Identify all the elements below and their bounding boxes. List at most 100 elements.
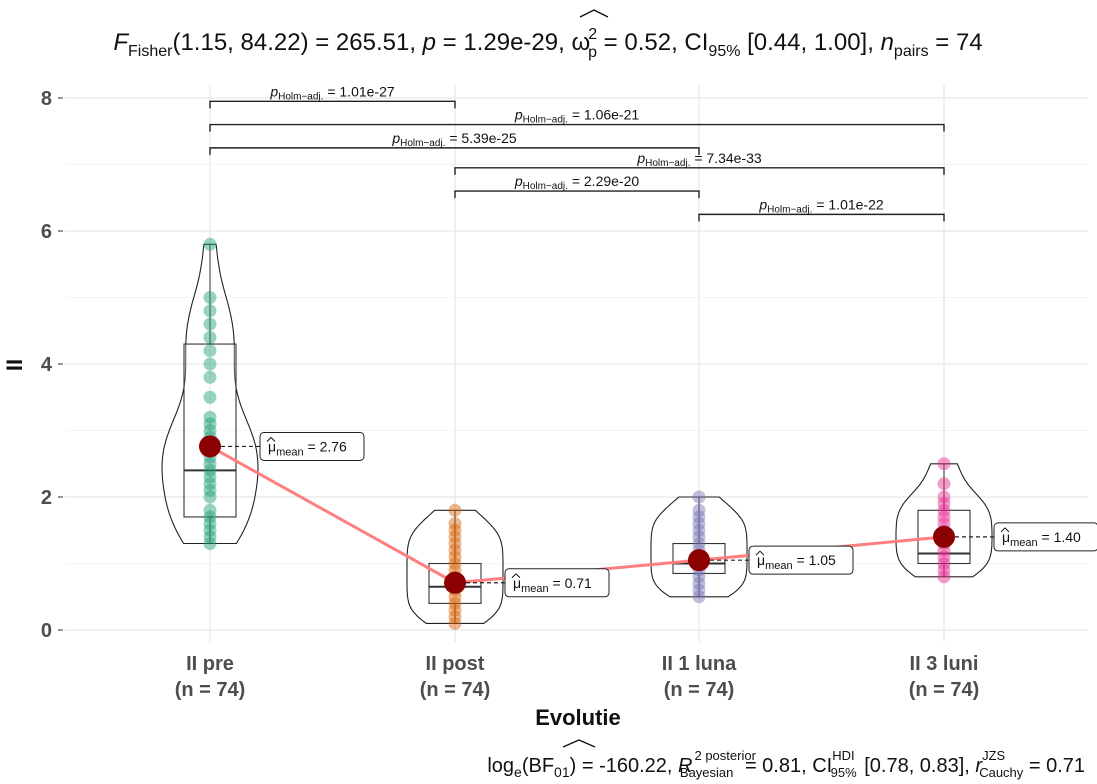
data-point xyxy=(203,463,217,477)
x-tick-n-label: (n = 74) xyxy=(420,679,491,701)
y-tick-label: 6 xyxy=(41,221,52,243)
data-point xyxy=(203,483,217,497)
data-point xyxy=(203,503,217,517)
data-point xyxy=(203,370,217,384)
comparison-label: pHolm−adj. = 1.01e-22 xyxy=(758,196,884,215)
data-point xyxy=(692,490,706,504)
x-tick-label: II post xyxy=(426,653,485,675)
data-point xyxy=(203,330,217,344)
y-tick-label: 0 xyxy=(41,620,52,642)
data-point xyxy=(203,344,217,358)
comparison-bracket xyxy=(209,100,456,109)
mean-label: μmean = 0.71 xyxy=(513,575,592,595)
data-point xyxy=(203,410,217,424)
comparison-bracket xyxy=(209,123,945,132)
mean-label: μmean = 1.40 xyxy=(1002,529,1081,549)
data-point xyxy=(692,583,706,597)
caption-r-symbol: r xyxy=(975,755,983,777)
data-point xyxy=(937,563,951,577)
data-point xyxy=(203,317,217,331)
data-point xyxy=(692,510,706,524)
means: μmean = 2.76 μmean = 0.71 μmean = 1.05 μmea… xyxy=(199,431,1097,598)
data-point xyxy=(937,490,951,504)
x-tick-n-label: (n = 74) xyxy=(175,679,246,701)
data-point xyxy=(203,304,217,318)
mean-label-hat xyxy=(755,550,765,556)
box xyxy=(183,343,237,518)
title-stat-name: F xyxy=(113,29,129,56)
data-point xyxy=(448,590,462,604)
title-p-value: = 1.29e-29, xyxy=(436,29,571,56)
title-ci-sub: 95% xyxy=(708,43,740,60)
title-effect-sub: p xyxy=(588,44,597,61)
caption-ci-sup: HDI xyxy=(832,748,854,763)
data-point xyxy=(203,237,217,251)
comparison-bracket xyxy=(454,167,945,175)
caption-r2-sup: 2 posterior xyxy=(694,748,756,763)
data-point xyxy=(203,517,217,531)
data-point xyxy=(203,457,217,471)
caption-r-value: = 0.71 xyxy=(1023,755,1085,777)
data-point xyxy=(448,550,462,564)
mean-label-box xyxy=(259,431,365,461)
x-tick-label: II 3 luni xyxy=(910,653,979,675)
title-n-label: n xyxy=(881,29,894,56)
data-point xyxy=(203,357,217,371)
title-effect-sup: 2 xyxy=(588,26,597,43)
mean-label-hat xyxy=(511,573,521,579)
caption-bf-prefix: log xyxy=(487,755,514,777)
data-point xyxy=(203,537,217,551)
comparison-bracket xyxy=(698,213,945,222)
mean-label: μmean = 2.76 xyxy=(268,438,347,458)
data-point xyxy=(203,470,217,484)
caption-r2-sub: Bayesian xyxy=(680,765,733,780)
chart-title: FFisher(1.15, 84.22) = 265.51, p = 1.29e… xyxy=(113,26,982,61)
data-point xyxy=(692,537,706,551)
comparison-label: pHolm−adj. = 1.01e-27 xyxy=(269,83,395,102)
violin xyxy=(161,243,259,545)
x-tick-n-label: (n = 74) xyxy=(664,679,735,701)
caption-ci-value: [0.78, 0.83], xyxy=(859,755,976,777)
data-point xyxy=(692,523,706,537)
title-n-value: = 74 xyxy=(929,29,983,56)
data-point xyxy=(203,477,217,491)
mean-label-hat xyxy=(1000,527,1010,533)
y-axis-title: II xyxy=(2,359,27,371)
comparison-label: pHolm−adj. = 7.34e-33 xyxy=(636,150,762,169)
y-tick-label: 8 xyxy=(41,88,52,110)
title-effect-value: = 0.52, CI xyxy=(597,29,708,56)
data-point xyxy=(448,530,462,544)
mean-label: μmean = 1.05 xyxy=(757,552,836,572)
title-hat xyxy=(579,9,609,18)
data-point xyxy=(203,417,217,431)
data-point xyxy=(937,510,951,524)
x-tick-label: II pre xyxy=(186,653,234,675)
data-point xyxy=(203,490,217,504)
title-n-sub: pairs xyxy=(894,43,929,60)
data-point xyxy=(448,503,462,517)
data-point xyxy=(937,477,951,491)
comparison-bracket xyxy=(454,190,700,199)
title-stat-sub: Fisher xyxy=(128,43,173,60)
data-point xyxy=(448,596,462,610)
data-point xyxy=(937,503,951,517)
data-point xyxy=(692,503,706,517)
mean-point xyxy=(444,571,466,594)
data-point xyxy=(448,610,462,624)
data-point xyxy=(937,557,951,570)
caption-bf-value: ) = -160.22, xyxy=(570,755,678,777)
y-tick-label: 4 xyxy=(41,354,53,376)
data-point xyxy=(692,576,706,590)
data-point xyxy=(203,424,217,437)
title-stat-args: (1.15, 84.22) = 265.51, xyxy=(172,29,422,56)
caption-ci-sub: 95% xyxy=(831,765,857,780)
data-point xyxy=(448,616,462,630)
y-tick-label: 2 xyxy=(41,487,52,509)
title-ci-value: [0.44, 1.00], xyxy=(740,29,880,56)
x-tick-n-label: (n = 74) xyxy=(909,679,980,701)
comparison-label: pHolm−adj. = 1.06e-21 xyxy=(514,107,640,126)
x-axis-title: Evolutie xyxy=(535,705,621,730)
data-point xyxy=(203,530,217,544)
title-p-label: p xyxy=(422,29,436,56)
